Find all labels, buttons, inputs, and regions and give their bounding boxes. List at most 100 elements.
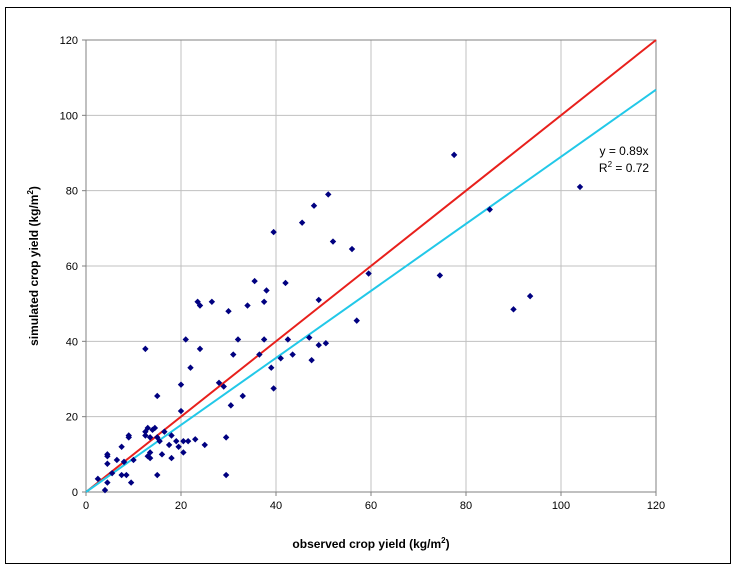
data-point: [154, 471, 161, 479]
y-tick-label: 100: [60, 110, 78, 122]
trend-lines: [85, 39, 657, 493]
data-point: [123, 471, 130, 479]
data-point: [348, 245, 356, 253]
data-point: [101, 486, 109, 494]
data-point: [526, 292, 534, 300]
x-tick-labels: 0 20 40 60 80 100 120: [83, 492, 665, 512]
regression-line: [85, 88, 657, 493]
data-point: [222, 471, 230, 479]
y-axis-title-main: simulated crop yield (kg/m: [27, 195, 41, 346]
data-point: [196, 302, 204, 309]
data-point: [165, 441, 173, 449]
x-axis-title: observed crop yield (kg/m2): [292, 536, 449, 551]
x-tick-label: 60: [365, 500, 377, 512]
data-point: [142, 432, 149, 439]
data-point: [256, 351, 263, 358]
y-tick-labels: 0 20 40 60 80 100 120: [60, 35, 86, 499]
data-point: [308, 356, 315, 364]
data-point: [118, 443, 125, 450]
r-squared-label: R2 = 0.72: [599, 160, 649, 175]
x-tick-label: 40: [270, 500, 282, 512]
data-point: [192, 436, 199, 443]
data-point: [225, 308, 232, 315]
data-point: [161, 428, 168, 435]
data-point: [201, 441, 208, 449]
data-point: [146, 449, 154, 456]
data-point: [173, 437, 180, 445]
data-point: [151, 424, 159, 432]
data-point: [282, 279, 289, 287]
data-point: [365, 270, 372, 277]
x-axis-title-main: observed crop yield (kg/m: [292, 537, 441, 551]
data-point: [284, 336, 292, 343]
data-point: [156, 437, 163, 445]
data-point: [196, 345, 204, 353]
data-point: [329, 238, 337, 245]
x-tick-label: 100: [552, 500, 570, 512]
data-point: [227, 402, 235, 409]
data-point: [289, 351, 296, 358]
data-point: [220, 383, 227, 390]
data-point: [222, 434, 230, 441]
data-point: [184, 437, 192, 445]
r2-suffix: = 0.72: [612, 161, 649, 175]
data-point: [208, 298, 216, 305]
x-axis-title-tail: ): [446, 537, 450, 551]
data-point: [113, 456, 121, 464]
data-point: [322, 340, 330, 347]
x-tick-label: 120: [647, 500, 665, 512]
data-point: [260, 336, 268, 343]
y-tick-label: 80: [66, 186, 78, 198]
data-point: [144, 424, 151, 432]
data-point: [436, 272, 444, 279]
data-point: [154, 434, 161, 441]
data-point: [310, 202, 318, 209]
r2-superscript: 2: [608, 160, 613, 169]
data-point: [149, 426, 156, 434]
data-point: [576, 183, 584, 191]
y-tick-label: 0: [72, 487, 78, 499]
data-point: [177, 407, 185, 415]
data-point: [158, 451, 166, 458]
data-point: [263, 287, 270, 294]
x-tick-label: 20: [175, 500, 187, 512]
data-point: [94, 475, 102, 483]
data-point: [244, 302, 251, 309]
data-point: [146, 434, 154, 441]
data-point: [127, 479, 135, 486]
data-point: [230, 351, 237, 358]
data-point: [450, 151, 458, 159]
data-point: [125, 432, 132, 439]
data-point: [104, 460, 111, 467]
data-point: [353, 317, 360, 324]
x-tick-label: 80: [460, 500, 472, 512]
data-point: [104, 451, 111, 458]
data-points: [94, 151, 584, 494]
chart-frame: [5, 7, 731, 564]
data-point: [315, 341, 322, 349]
data-point: [120, 458, 128, 466]
data-point: [168, 432, 175, 439]
data-point: [142, 345, 149, 353]
data-point: [154, 392, 161, 400]
data-point: [180, 449, 187, 456]
y-tick-label: 40: [66, 336, 78, 348]
data-point: [277, 355, 284, 362]
data-point: [510, 306, 517, 313]
y-axis-title-tail: ): [27, 186, 41, 190]
y-tick-label: 120: [60, 35, 78, 47]
data-point: [108, 469, 116, 477]
regression-equation: y = 0.89x: [599, 144, 648, 158]
data-point: [180, 437, 187, 445]
data-point: [315, 296, 322, 304]
y-axis-title-sup: 2: [26, 190, 35, 195]
x-tick-label: 0: [83, 500, 89, 512]
data-point: [168, 454, 175, 462]
data-point: [146, 454, 154, 462]
data-point: [325, 191, 332, 198]
identity-line: [85, 39, 657, 493]
data-point: [175, 443, 182, 450]
y-tick-label: 60: [66, 261, 78, 273]
data-point: [177, 381, 185, 388]
